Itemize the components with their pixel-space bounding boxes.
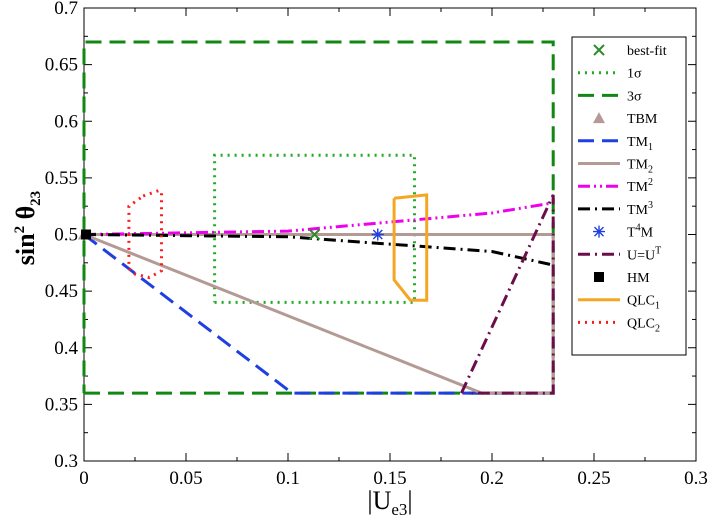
x-tick-label: 0.3: [684, 468, 708, 489]
series-tm1-line: [83, 233, 554, 395]
series-tm2-line: [83, 233, 555, 395]
y-tick-label: 0.5: [54, 225, 78, 246]
y-tick-label: 0.6: [54, 111, 78, 132]
series-uut-line: [460, 194, 555, 395]
series-sigma1-line: [213, 153, 416, 304]
legend-label-tbm: TBM: [627, 112, 658, 127]
y-tick-label: 0.7: [54, 0, 78, 19]
legend-label-qlc1: QLC1: [627, 294, 660, 312]
series-layer: [78, 40, 555, 395]
x-tick-label: 0.1: [276, 468, 300, 489]
series-qlc1-line: [392, 193, 429, 302]
legend-label-sigma3: 3σ: [627, 89, 642, 104]
x-tick-label: 0.25: [577, 468, 610, 489]
legend-swatch-bestfit: [593, 44, 605, 56]
x-tick-label: 0.2: [480, 468, 504, 489]
series-t4m-point: [371, 228, 384, 241]
series-bestfit-point: [308, 228, 321, 241]
legend-swatch-tbm: [593, 112, 605, 124]
x-tick-label: 0.05: [169, 468, 202, 489]
legend-label-hm: HM: [627, 271, 650, 286]
y-tick-label: 0.3: [54, 451, 78, 472]
legend-label-tm_sup2: TM2: [627, 177, 653, 195]
legend-box: [571, 36, 687, 356]
legend-label-bestfit: best-fit: [627, 44, 667, 59]
axis-ticks: [83, 7, 697, 462]
tick-labels: 0 0.05 0.1 0.15 0.2 0.25 0.3 0.3 0.35 0.4 0.45 0.5 0…: [45, 0, 708, 489]
y-tick-label: 0.45: [45, 281, 78, 302]
legend-label-sigma1: 1σ: [627, 67, 642, 82]
series-sigma3-line: [82, 40, 555, 395]
x-tick-label: 0: [79, 468, 89, 489]
y-tick-label: 0.55: [45, 168, 78, 189]
legend-label-qlc2: QLC2: [627, 316, 660, 334]
legend-swatch-hm: [594, 272, 604, 282]
y-axis-title: sin2 θ23: [11, 191, 44, 265]
x-axis-title: |Ue3|: [367, 486, 412, 519]
legend-label-uut: U=UT: [627, 245, 661, 263]
legend-label-tm1: TM1: [627, 135, 653, 153]
y-tick-label: 0.35: [45, 394, 78, 415]
x-tick-label: 0.15: [373, 468, 406, 489]
series-qlc2-line: [127, 188, 163, 280]
y-tick-label: 0.4: [54, 338, 78, 359]
legend-swatch-t4m: [593, 225, 605, 238]
legend-label-tm_sup3: TM3: [627, 200, 653, 218]
legend-label-tm2: TM2: [627, 158, 653, 176]
series-hm-point: [81, 229, 92, 240]
y-tick-label: 0.65: [45, 55, 78, 76]
legend-label-t4m: T4M: [627, 223, 654, 241]
